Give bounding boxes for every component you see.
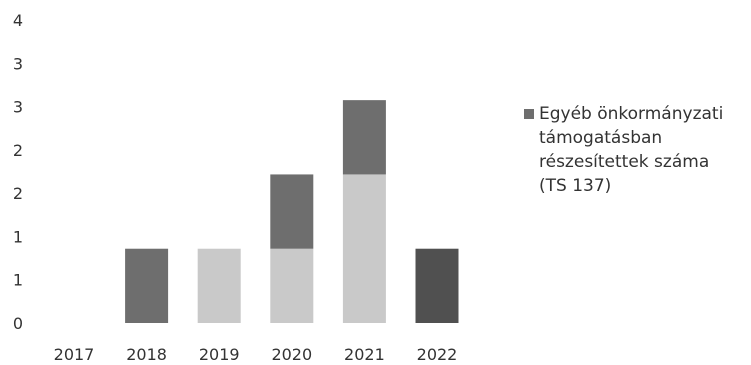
legend-label: Egyéb önkormányzati támogatásban részesí… <box>539 102 748 198</box>
bar-segment-2021-series-1 <box>342 174 386 323</box>
legend-swatch <box>524 109 534 119</box>
y-tick-label: 2 <box>13 141 23 160</box>
legend-line-3: részesítettek száma <box>539 152 710 172</box>
bars <box>125 100 459 323</box>
x-axis: 2017 2018 2019 2020 2021 2022 <box>54 345 458 364</box>
y-tick-label: 4 <box>13 11 23 30</box>
bar-segment-2021-series-2 <box>342 100 386 175</box>
x-tick-label: 2022 <box>417 345 458 364</box>
y-tick-label: 1 <box>13 271 23 290</box>
bar-segment-2022-series-3 <box>415 248 459 323</box>
x-tick-label: 2018 <box>126 345 167 364</box>
bar-segment-2020-series-2 <box>270 174 314 249</box>
bar-segment-2018-series-2 <box>125 248 169 323</box>
y-tick-label: 1 <box>13 227 23 246</box>
y-tick-label: 2 <box>13 184 23 203</box>
bar-segment-2020-series-1 <box>270 248 314 323</box>
bar-segment-2019-series-1 <box>197 248 241 323</box>
legend-line-1: Egyéb önkormányzati <box>539 104 724 124</box>
y-tick-label: 3 <box>13 54 23 73</box>
legend: Egyéb önkormányzati támogatásban részesí… <box>524 102 748 198</box>
legend-line-2: támogatásban <box>539 128 663 148</box>
x-tick-label: 2017 <box>54 345 95 364</box>
y-tick-label: 3 <box>13 98 23 117</box>
y-tick-label: 0 <box>13 314 23 333</box>
legend-line-4: (TS 137) <box>539 176 612 196</box>
x-tick-label: 2020 <box>271 345 312 364</box>
x-tick-label: 2021 <box>344 345 385 364</box>
x-tick-label: 2019 <box>199 345 240 364</box>
y-axis: 0 1 1 2 2 3 3 4 <box>13 11 23 333</box>
